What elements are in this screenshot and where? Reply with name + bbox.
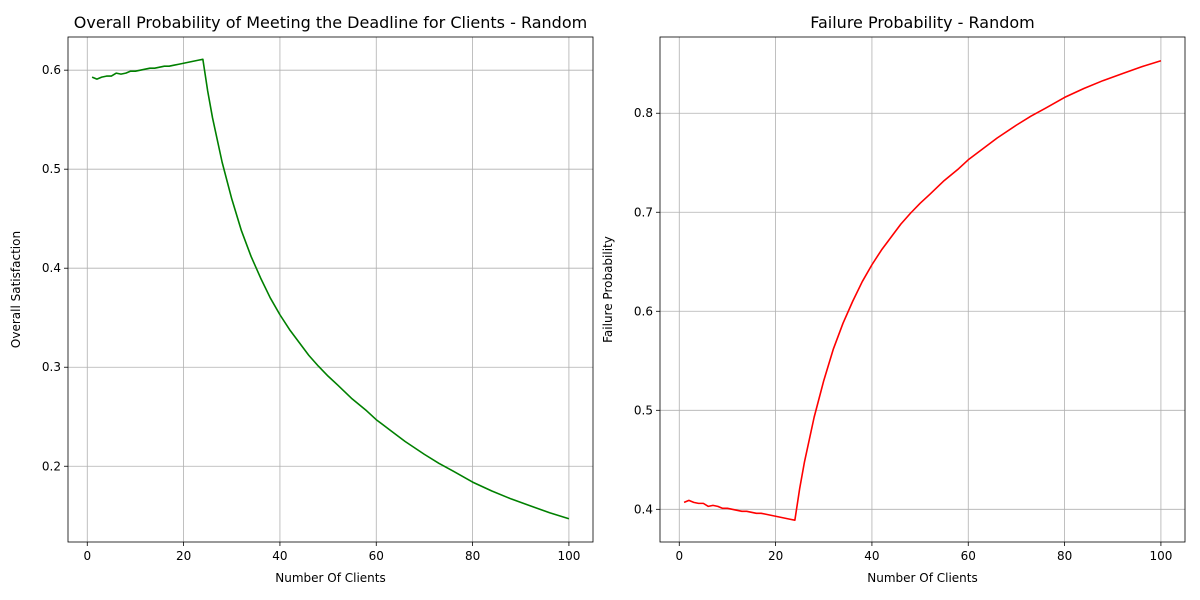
y-tick-label: 0.3	[42, 360, 61, 374]
plot-frame	[659, 36, 1186, 543]
failure-series-line	[683, 59, 1162, 522]
y-tick-label: 0.8	[634, 106, 653, 120]
x-tick-label: 20	[176, 549, 191, 563]
x-tick-label: 80	[1057, 549, 1072, 563]
y-axis-label: Failure Probability	[601, 236, 615, 343]
x-tick-label: 40	[272, 549, 287, 563]
x-tick-label: 40	[864, 549, 879, 563]
y-axis-label: Overall Satisfaction	[9, 231, 23, 348]
chart-title: Overall Probability of Meeting the Deadl…	[74, 13, 587, 32]
x-axis-label: Number Of Clients	[867, 571, 978, 585]
x-tick-label: 0	[675, 549, 683, 563]
y-tick-label: 0.4	[42, 261, 61, 275]
y-tick-label: 0.4	[634, 502, 653, 516]
y-tick-label: 0.5	[634, 403, 653, 417]
y-tick-label: 0.6	[634, 304, 653, 318]
chart-panel-satisfaction: 0 20 40 60 80 100 0.2 0.3 0.4 0.5 0.6 Overall Proba…	[9, 13, 594, 585]
satisfaction-series-line	[91, 58, 570, 520]
x-tick-label: 100	[1149, 549, 1172, 563]
plot-frame	[67, 36, 594, 543]
x-tick-label: 60	[961, 549, 976, 563]
x-tick-label: 60	[369, 549, 384, 563]
y-tick-label: 0.6	[42, 63, 61, 77]
x-tick-label: 0	[83, 549, 91, 563]
x-tick-label: 20	[768, 549, 783, 563]
chart-title: Failure Probability - Random	[810, 13, 1035, 32]
x-axis-label: Number Of Clients	[275, 571, 386, 585]
chart-panel-failure: 0 20 40 60 80 100 0.4 0.5 0.6 0.7 0.8 Failure Proba…	[601, 13, 1186, 585]
y-tick-label: 0.2	[42, 459, 61, 473]
x-tick-label: 80	[465, 549, 480, 563]
x-tick-label: 100	[557, 549, 580, 563]
y-tick-label: 0.5	[42, 162, 61, 176]
y-tick-label: 0.7	[634, 205, 653, 219]
